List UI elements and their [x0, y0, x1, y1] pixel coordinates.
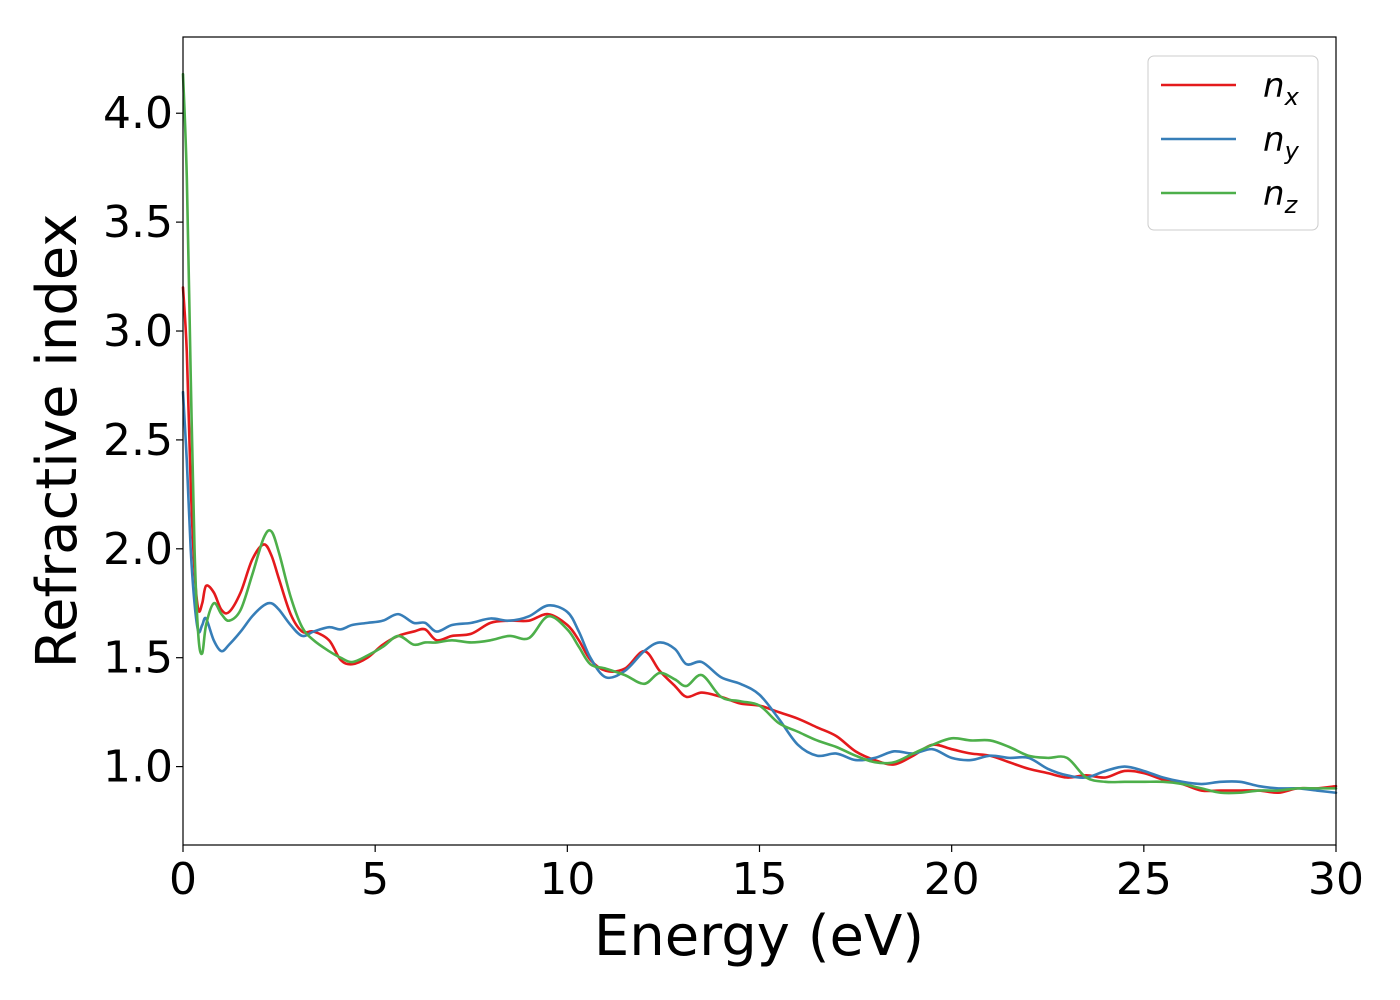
x-tick-label: 15	[732, 854, 788, 905]
x-tick-label: 25	[1116, 854, 1172, 905]
legend-box	[1147, 55, 1319, 231]
y-tick-label: 4.0	[103, 88, 173, 139]
series-layer	[181, 72, 1338, 795]
legend-label-y: ny	[1263, 120, 1300, 165]
legend-label-x: nx	[1263, 66, 1300, 111]
y-tick-label: 2.5	[103, 415, 173, 466]
x-tick-label: 0	[169, 854, 197, 905]
x-tick-label: 20	[924, 854, 980, 905]
x-tick-label: 5	[361, 854, 389, 905]
y-tick-label: 1.0	[103, 742, 173, 793]
y-tick-label: 2.0	[103, 524, 173, 575]
y-axis-title: Refractive index	[25, 214, 90, 669]
series-line-y	[181, 390, 1338, 795]
y-tick-label: 1.5	[103, 633, 173, 684]
x-tick-label: 10	[539, 854, 595, 905]
series-line-z	[181, 72, 1338, 795]
x-tick-label: 30	[1308, 854, 1364, 905]
x-axis-title: Energy (eV)	[594, 904, 924, 969]
legend: nx ny nz	[1147, 55, 1319, 231]
x-axis: 0 5 10 15 20 25 30	[169, 845, 1364, 905]
y-tick-label: 3.5	[103, 197, 173, 248]
legend-label-z: nz	[1263, 174, 1299, 219]
y-tick-label: 3.0	[103, 306, 173, 357]
y-axis: 1.0 1.5 2.0 2.5 3.0 3.5 4.0	[103, 88, 183, 793]
